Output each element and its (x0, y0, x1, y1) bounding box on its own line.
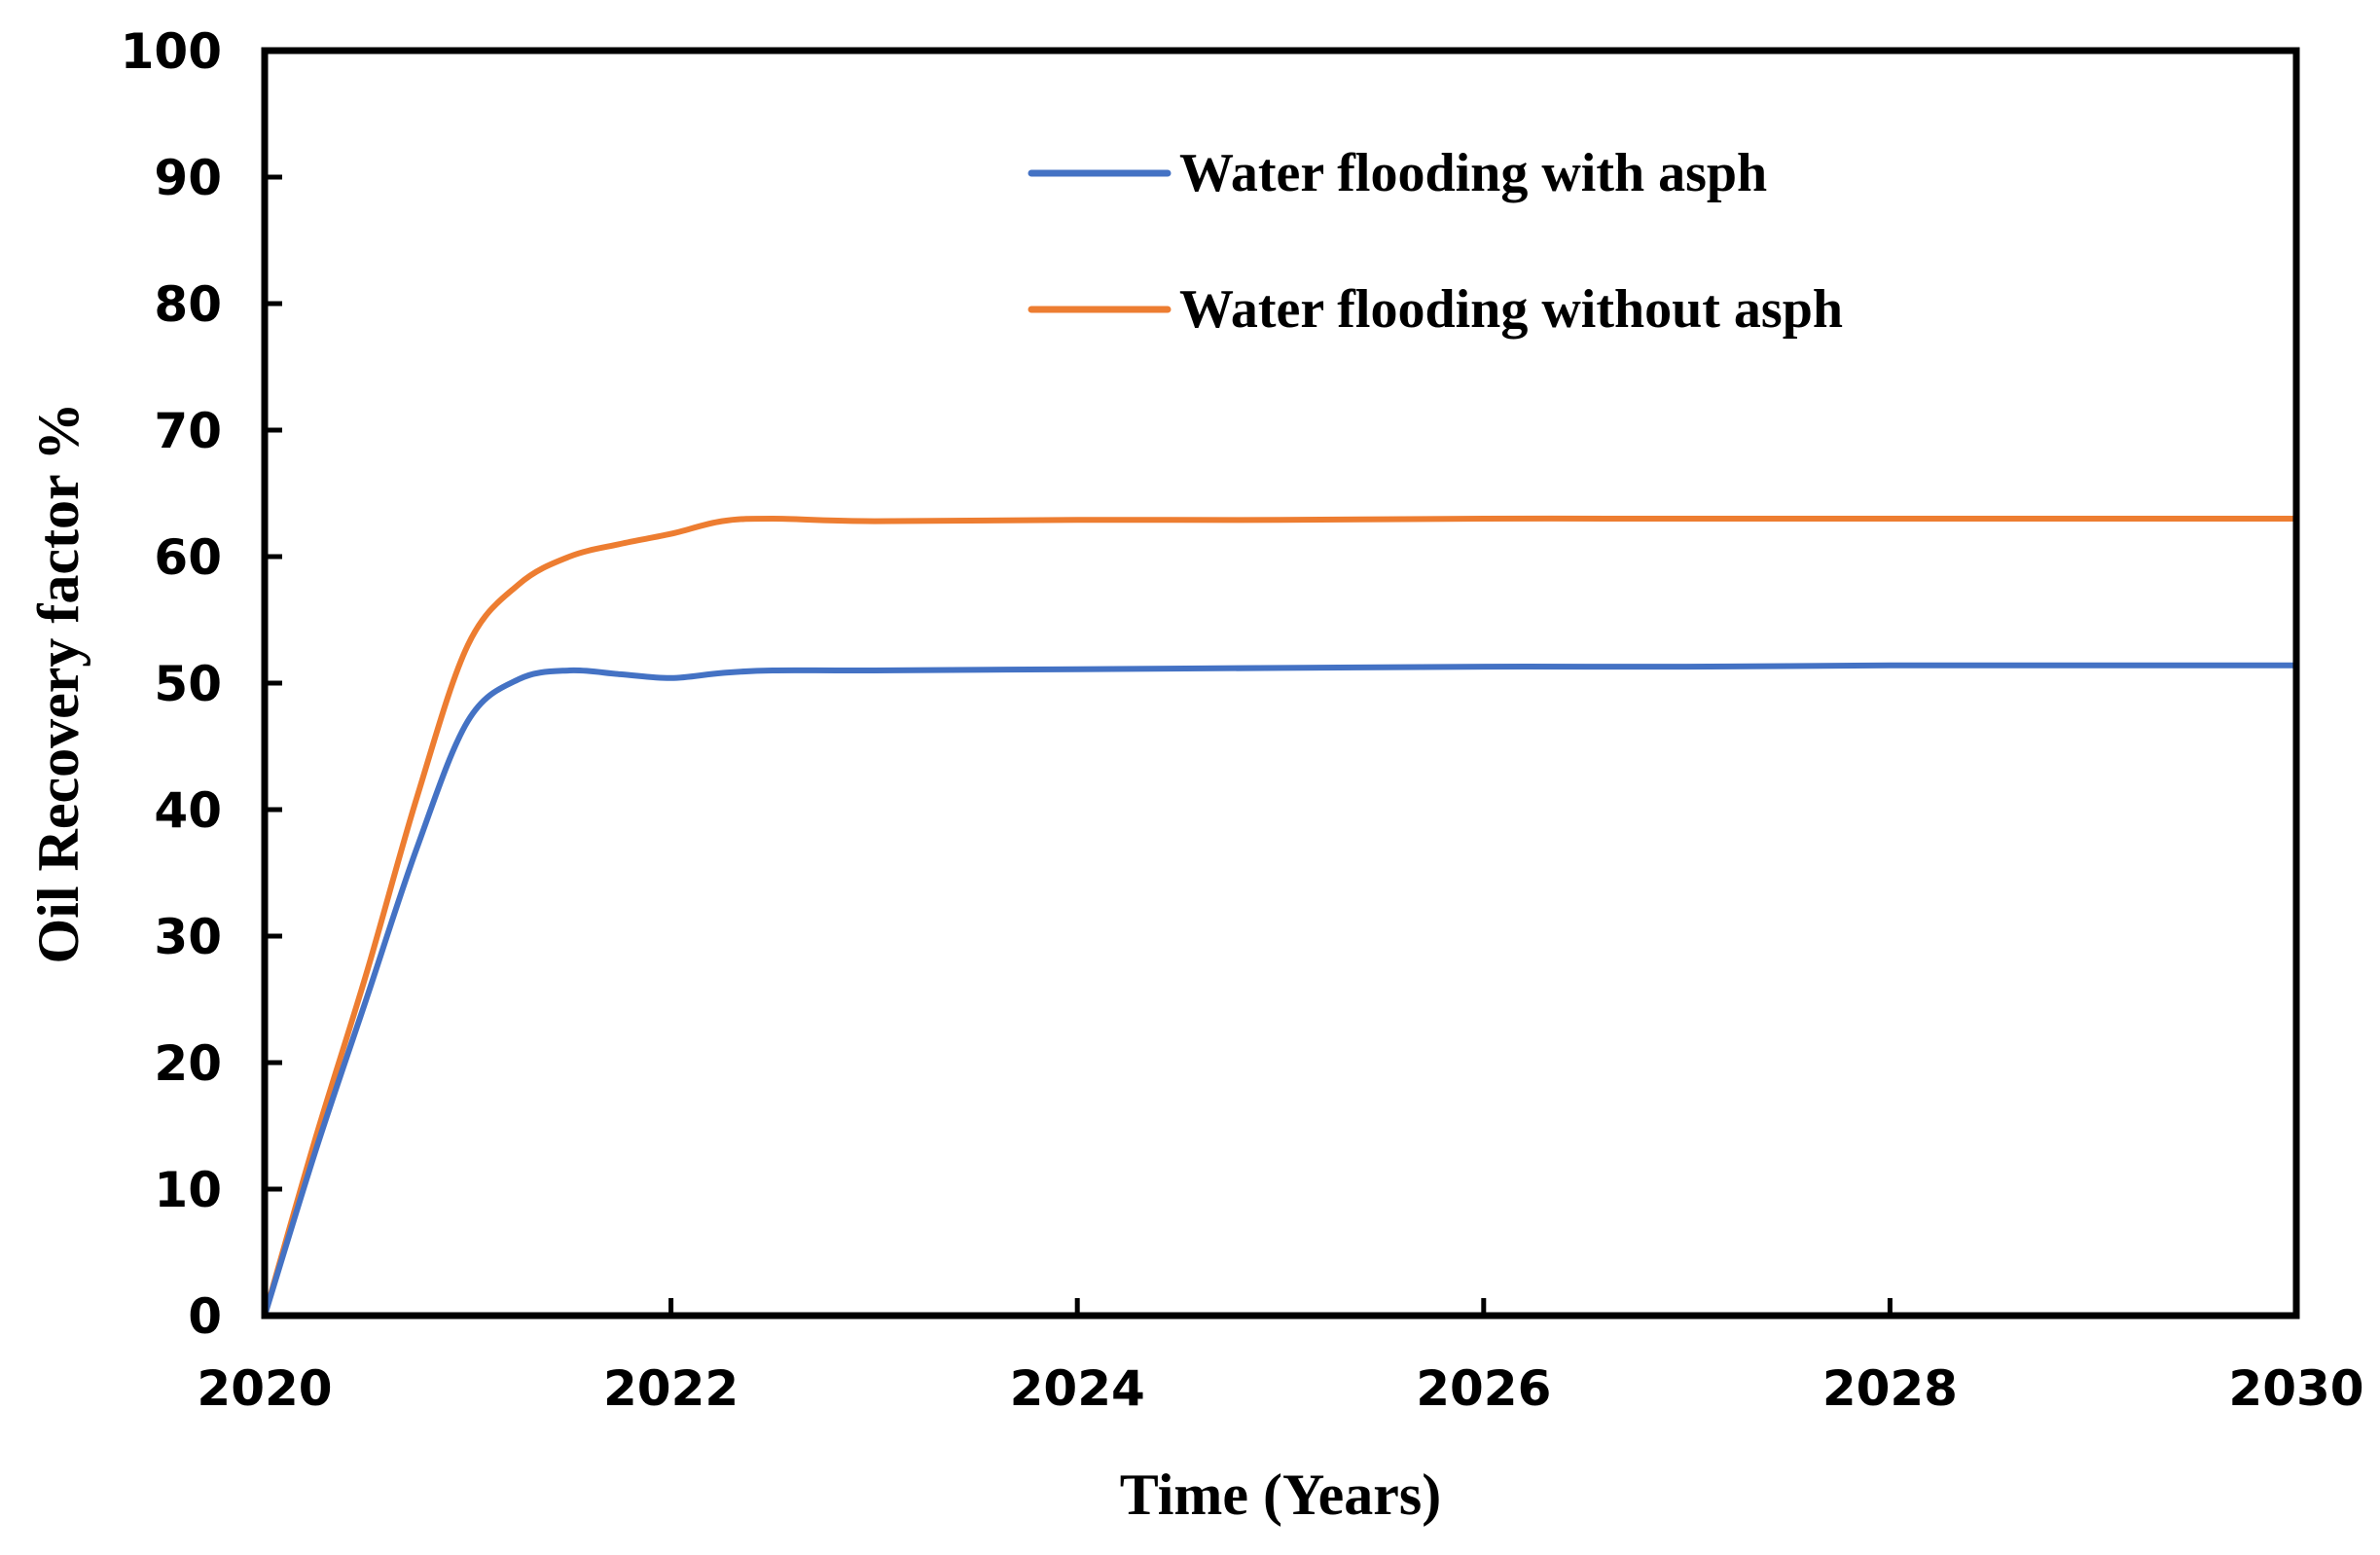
series-layer (262, 515, 2299, 1319)
series-line-1 (262, 662, 2299, 1319)
legend-label-1: Water flooding with asph (1179, 143, 1767, 203)
y-tick-label: 80 (154, 276, 222, 333)
x-tick-label: 2024 (1010, 1360, 1145, 1417)
y-tick-label: 10 (154, 1162, 222, 1218)
x-tick-label: 2020 (197, 1360, 332, 1417)
x-tick-label: 2028 (1822, 1360, 1958, 1417)
x-tick-label: 2022 (603, 1360, 739, 1417)
x-tick-label: 2026 (1416, 1360, 1551, 1417)
plot-frame (261, 47, 2300, 1320)
y-tick-label: 30 (154, 909, 222, 965)
y-tick-label: 100 (121, 23, 222, 80)
y-tick-label: 60 (154, 529, 222, 586)
y-tick-label: 0 (188, 1288, 222, 1345)
legend: Water flooding with asph Water flooding w… (1028, 143, 1843, 340)
y-tick-label: 40 (154, 782, 222, 839)
legend-label-2: Water flooding without asph (1179, 279, 1843, 340)
x-tick-label: 2030 (2228, 1360, 2363, 1417)
x-axis-title: Time (Years) (1120, 1463, 1441, 1527)
y-tick-label: 50 (154, 656, 222, 712)
y-tick-label: 90 (154, 150, 222, 206)
y-tick-label: 70 (154, 403, 222, 459)
y-tick-label: 20 (154, 1035, 222, 1092)
y-axis-title: Oil Recovery factor % (26, 402, 90, 963)
series-line-2 (262, 515, 2299, 1319)
